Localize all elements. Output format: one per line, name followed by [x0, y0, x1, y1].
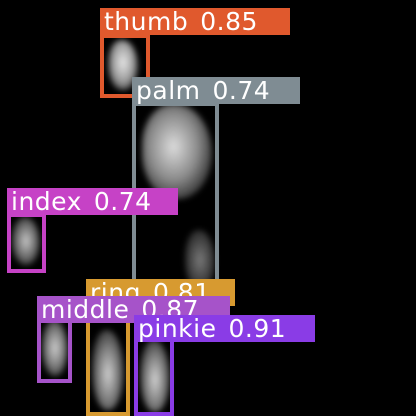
middle-blob	[42, 320, 68, 376]
index-bbox	[7, 213, 46, 273]
palm-blob	[142, 104, 212, 199]
palm-name: palm	[136, 76, 201, 105]
index-score: 0.74	[93, 187, 152, 216]
thumb-label: thumb 0.85	[100, 8, 290, 35]
thumb-score: 0.85	[200, 7, 258, 36]
middle-name: middle	[41, 295, 130, 324]
middle-bbox	[37, 318, 72, 383]
pinkie-score: 0.91	[228, 314, 287, 343]
pinkie-label: pinkie 0.91	[134, 315, 315, 342]
index-blob	[12, 217, 40, 265]
palm-score: 0.74	[212, 76, 271, 105]
pinkie-name: pinkie	[138, 314, 217, 343]
thumb-bbox	[100, 34, 150, 98]
palm-label: palm 0.74	[132, 77, 300, 104]
index-name: index	[11, 187, 82, 216]
pinkie-bbox	[134, 338, 174, 416]
pinkie-blob	[140, 340, 170, 412]
ring-blob	[92, 330, 124, 410]
index-label: index 0.74	[7, 188, 178, 215]
thumb-name: thumb	[104, 7, 189, 36]
